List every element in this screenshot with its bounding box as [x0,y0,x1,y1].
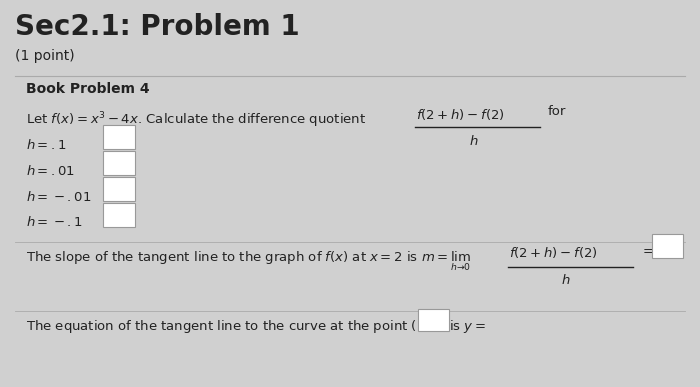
Text: $h = -.1$: $h = -.1$ [26,216,83,229]
Text: $h$: $h$ [468,134,478,148]
FancyBboxPatch shape [103,125,135,149]
Text: (1 point): (1 point) [15,50,75,63]
FancyBboxPatch shape [103,203,135,227]
Text: Book Problem 4: Book Problem 4 [26,82,149,96]
Text: $h = .01$: $h = .01$ [26,164,75,178]
Text: $f(2+h) - f(2)$: $f(2+h) - f(2)$ [416,107,505,122]
Text: $h = -.01$: $h = -.01$ [26,190,91,204]
Text: Sec2.1: Problem 1: Sec2.1: Problem 1 [15,13,300,41]
Text: $f(2+h) - f(2)$: $f(2+h) - f(2)$ [509,245,598,260]
Text: The equation of the tangent line to the curve at the point $(2, 0)$ is $y =$: The equation of the tangent line to the … [26,319,486,336]
FancyBboxPatch shape [419,309,449,331]
Text: Let $f(x) = x^3 - 4x$. Calculate the difference quotient: Let $f(x) = x^3 - 4x$. Calculate the dif… [26,111,366,130]
Text: $h = .1$: $h = .1$ [26,138,66,152]
Text: for: for [547,105,566,118]
Text: $h$: $h$ [561,273,570,287]
Text: $=$: $=$ [640,243,655,257]
Text: The slope of the tangent line to the graph of $f(x)$ at $x = 2$ is $m = \lim_{h : The slope of the tangent line to the gra… [26,249,471,273]
FancyBboxPatch shape [103,151,135,175]
FancyBboxPatch shape [652,234,682,258]
FancyBboxPatch shape [103,177,135,201]
